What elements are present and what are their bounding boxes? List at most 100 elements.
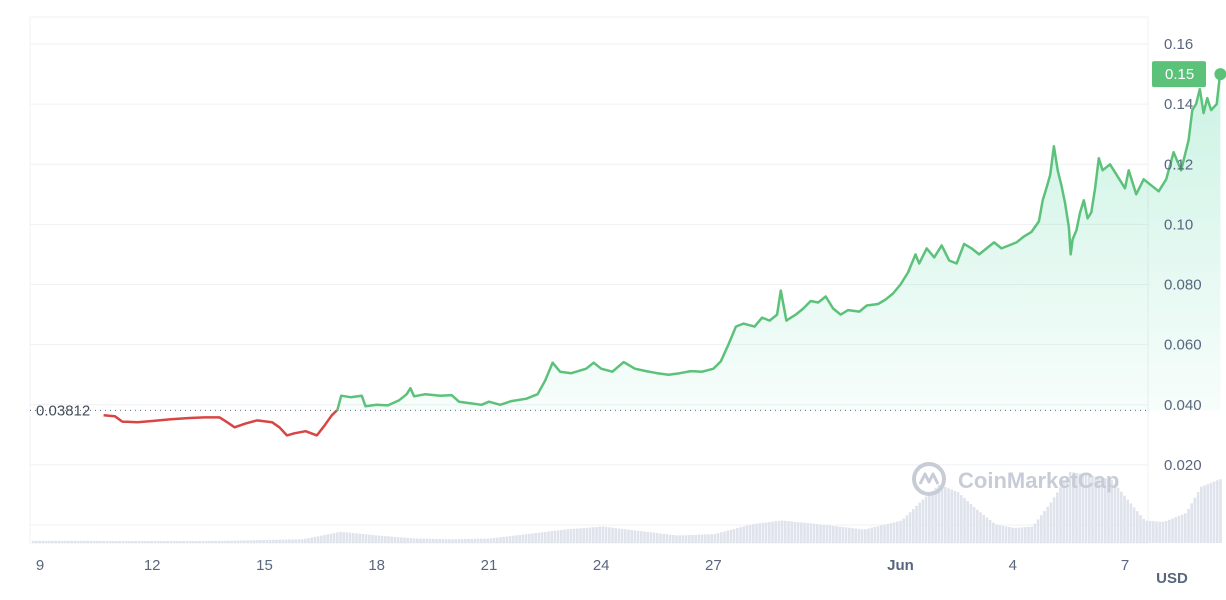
- volume-bar: [1110, 479, 1113, 543]
- volume-bar: [588, 527, 592, 543]
- volume-bar: [960, 495, 963, 543]
- volume-bar: [886, 523, 889, 543]
- volume-bar: [288, 539, 291, 543]
- volume-bar: [617, 528, 621, 543]
- volume-bar: [854, 528, 857, 543]
- y-tick-label: 0.10: [1164, 216, 1193, 233]
- volume-bar: [688, 535, 691, 543]
- volume-bar: [950, 489, 953, 543]
- volume-bar: [809, 523, 813, 543]
- volume-bar: [476, 538, 480, 543]
- volume-bar: [934, 487, 937, 543]
- volume-bar: [384, 536, 387, 543]
- volume-bar: [473, 538, 477, 543]
- volume-bar: [316, 536, 320, 543]
- volume-bar: [668, 534, 672, 543]
- volume-bar: [1177, 515, 1181, 543]
- volume-bar: [470, 538, 473, 543]
- volume-bar: [720, 532, 723, 543]
- volume-bar: [851, 528, 854, 543]
- volume-bar: [393, 536, 397, 543]
- volume-bar: [662, 533, 665, 543]
- volume-bar: [982, 514, 985, 543]
- volume-bar: [582, 528, 585, 543]
- volume-bar: [835, 526, 838, 543]
- volume-bar: [732, 529, 736, 543]
- volume-bar: [665, 534, 669, 543]
- volume-bar: [524, 534, 528, 543]
- volume-bar: [1075, 473, 1078, 543]
- volume-bar: [326, 534, 329, 543]
- volume-bar: [204, 541, 208, 543]
- volume-bar: [918, 502, 921, 543]
- reference-price-label: 0.03812: [36, 402, 90, 419]
- volume-bar: [598, 526, 601, 543]
- volume-bar: [137, 541, 141, 543]
- volume-bar: [486, 538, 489, 543]
- volume-bar: [249, 540, 253, 543]
- volume-bar: [547, 531, 550, 543]
- volume-bar: [515, 535, 518, 543]
- x-tick-label: 27: [705, 557, 722, 574]
- volume-bar: [768, 522, 771, 543]
- volume-bar: [1116, 487, 1120, 543]
- volume-bar: [1104, 478, 1107, 543]
- volume-bar: [1123, 495, 1126, 543]
- volume-bar: [921, 499, 925, 543]
- volume-bar: [880, 525, 883, 543]
- volume-bar: [233, 540, 237, 543]
- volume-bar: [966, 501, 969, 543]
- volume-bar: [729, 529, 733, 543]
- volume-bar: [585, 527, 589, 543]
- volume-bar: [412, 538, 416, 543]
- last-price-point[interactable]: [1214, 68, 1226, 81]
- volume-bar: [707, 534, 710, 543]
- x-tick-label: Jun: [887, 557, 914, 574]
- volume-bar: [492, 538, 496, 543]
- volume-bar: [32, 540, 35, 544]
- volume-bar: [556, 530, 560, 543]
- volume-bar: [297, 539, 301, 543]
- volume-bar: [1216, 480, 1219, 543]
- y-tick-label: 0.16: [1164, 36, 1193, 53]
- volume-bar: [352, 533, 355, 543]
- volume-bar: [38, 540, 41, 544]
- volume-bar: [1212, 481, 1216, 543]
- volume-bar: [1184, 513, 1187, 543]
- volume-bar: [800, 522, 803, 543]
- volume-bar: [611, 527, 614, 543]
- volume-bar: [1020, 527, 1024, 543]
- volume-bar: [985, 517, 989, 543]
- volume-bar: [387, 536, 390, 543]
- volume-bar: [896, 521, 899, 543]
- volume-bar: [643, 531, 646, 543]
- volume-bar: [371, 534, 374, 543]
- volume-bar: [460, 539, 464, 543]
- volume-bar: [736, 528, 739, 543]
- volume-bar: [944, 486, 947, 543]
- volume-bar: [1100, 477, 1104, 543]
- volume-bar: [550, 531, 553, 543]
- volume-bar: [1017, 527, 1021, 543]
- price-line-above-reference: [335, 70, 1222, 411]
- volume-bar: [262, 540, 265, 543]
- volume-bar: [576, 528, 579, 543]
- volume-bar: [416, 538, 419, 543]
- volume-bar: [73, 540, 77, 544]
- volume-bar: [457, 539, 461, 543]
- volume-bar: [150, 541, 153, 543]
- volume-bar: [963, 498, 966, 543]
- volume-bar: [102, 541, 105, 543]
- volume-bar: [182, 541, 185, 543]
- volume-bar: [496, 537, 499, 543]
- volume-bar: [518, 535, 521, 543]
- volume-bar: [272, 539, 275, 543]
- volume-bar: [1171, 518, 1174, 543]
- volume-bar: [390, 536, 393, 543]
- volume-bar: [438, 539, 441, 543]
- volume-bar: [1040, 515, 1043, 543]
- volume-bar: [1161, 521, 1165, 543]
- volume-bar: [185, 541, 189, 543]
